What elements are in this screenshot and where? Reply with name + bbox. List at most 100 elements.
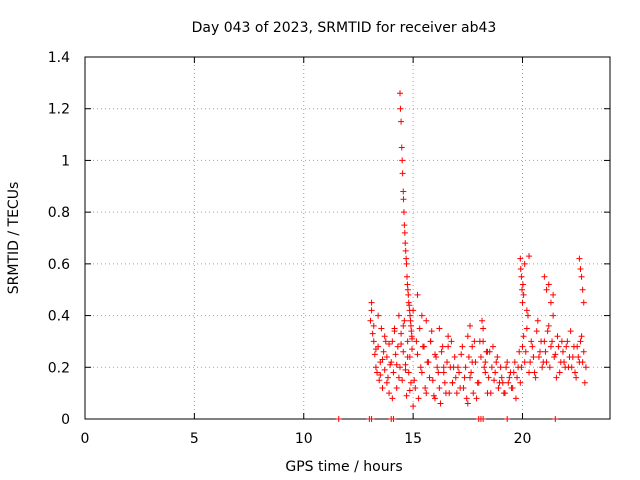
data-point: [549, 338, 556, 345]
x-tick-label: 20: [514, 431, 532, 447]
data-point: [471, 338, 478, 345]
x-tick-label: 0: [81, 431, 90, 447]
data-point: [399, 377, 406, 384]
x-tick-label: 5: [190, 431, 199, 447]
data-point: [552, 351, 559, 358]
data-point: [407, 312, 414, 319]
data-point: [451, 353, 458, 360]
data-point: [368, 299, 375, 306]
data-point: [480, 338, 487, 345]
data-point: [415, 395, 422, 402]
data-point: [399, 170, 406, 177]
data-point: [519, 299, 526, 306]
data-point: [509, 384, 516, 391]
data-point: [529, 343, 536, 350]
data-point: [480, 416, 487, 422]
data-point: [398, 341, 405, 348]
data-point: [386, 390, 393, 397]
data-point: [401, 222, 408, 229]
data-point: [491, 377, 498, 384]
data-point: [430, 392, 437, 399]
data-point: [577, 266, 584, 273]
data-point: [401, 229, 408, 236]
data-point: [467, 374, 473, 381]
data-point: [437, 400, 444, 407]
data-point: [428, 328, 435, 335]
data-point: [544, 328, 551, 335]
data-point: [459, 343, 466, 350]
data-point: [578, 273, 585, 280]
data-point: [435, 369, 442, 376]
data-point: [518, 364, 525, 371]
data-point: [381, 333, 388, 340]
data-point: [395, 374, 402, 381]
data-point: [532, 374, 539, 381]
data-point: [384, 374, 391, 381]
data-point: [492, 369, 499, 376]
data-point: [454, 364, 461, 371]
data-point: [406, 302, 413, 309]
data-point: [499, 379, 506, 386]
data-point: [408, 333, 415, 340]
data-point: [520, 333, 527, 340]
data-point: [440, 364, 447, 371]
y-tick-label: 0.8: [48, 205, 70, 221]
data-point: [504, 416, 511, 422]
data-point: [531, 369, 538, 376]
data-point: [461, 374, 468, 381]
data-point: [555, 343, 562, 350]
data-point: [481, 364, 488, 371]
data-point: [445, 343, 452, 350]
data-point: [504, 359, 511, 366]
data-point: [517, 266, 524, 273]
data-point: [452, 374, 459, 381]
data-point: [439, 343, 446, 350]
data-point: [440, 369, 447, 376]
data-point: [519, 281, 526, 288]
data-point: [414, 291, 421, 298]
data-point: [579, 286, 586, 293]
data-point: [402, 366, 409, 373]
data-point: [410, 403, 417, 410]
data-point: [562, 364, 569, 371]
data-point: [559, 348, 566, 355]
data-point: [463, 395, 470, 402]
data-point: [517, 255, 524, 262]
data-point: [418, 369, 425, 376]
data-point: [545, 322, 552, 329]
data-point: [517, 379, 524, 386]
data-point: [375, 312, 382, 319]
data-point: [503, 364, 510, 371]
data-point: [407, 317, 414, 324]
data-point: [406, 387, 413, 394]
data-point: [547, 299, 554, 306]
data-point: [533, 328, 540, 335]
data-point: [539, 364, 546, 371]
data-point: [372, 364, 379, 371]
data-point: [400, 322, 407, 329]
data-point: [535, 353, 542, 360]
data-point: [564, 338, 571, 345]
data-point: [520, 291, 527, 298]
data-point: [458, 351, 465, 358]
data-point: [370, 322, 377, 329]
data-point: [411, 377, 418, 384]
y-axis-label: SRMTID / TECUs: [6, 182, 22, 295]
data-point: [448, 338, 455, 345]
gridlines: [85, 57, 610, 419]
data-point: [402, 240, 409, 247]
x-axis-label: GPS time / hours: [285, 459, 402, 475]
data-point: [367, 317, 374, 324]
data-point: [497, 364, 504, 371]
data-point: [523, 325, 530, 332]
data-point: [543, 286, 550, 293]
data-point: [518, 273, 525, 280]
data-point: [390, 416, 397, 422]
data-point: [405, 291, 412, 298]
data-point: [412, 384, 419, 391]
data-point: [521, 359, 528, 366]
data-point: [578, 333, 585, 340]
data-point: [493, 359, 500, 366]
data-point: [552, 416, 559, 422]
